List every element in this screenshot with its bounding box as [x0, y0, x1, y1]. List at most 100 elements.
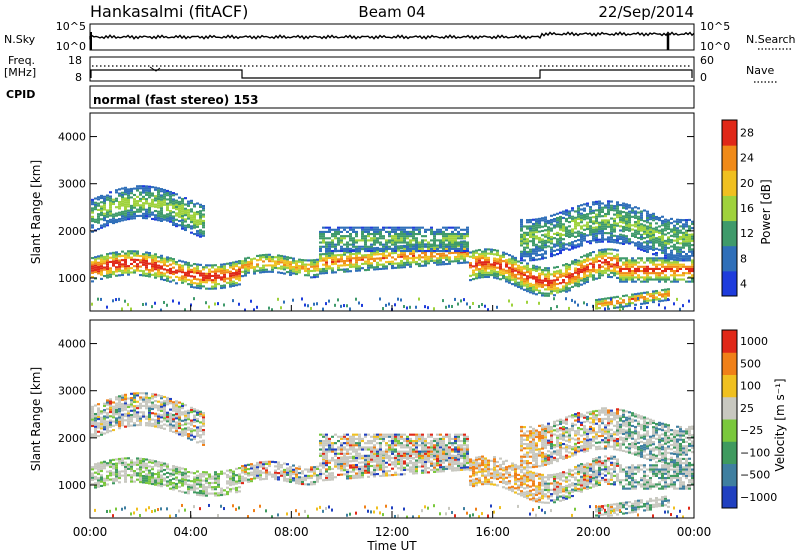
- range-cell: [163, 195, 166, 198]
- range-cell: [181, 432, 184, 435]
- range-cell: [130, 187, 133, 191]
- range-cell: [94, 434, 97, 437]
- range-cell: [649, 295, 652, 298]
- range-cell: [361, 248, 364, 251]
- range-cell: [139, 187, 142, 190]
- range-cell: [322, 448, 325, 451]
- range-cell: [382, 263, 385, 266]
- range-cell: [451, 251, 454, 255]
- range-cell: [199, 280, 202, 283]
- range-cell: [574, 227, 577, 230]
- range-cell: [310, 468, 313, 471]
- range-cell: [172, 217, 175, 220]
- range-cell: [664, 250, 667, 253]
- range-cell: [196, 263, 199, 266]
- range-cell: [337, 465, 340, 468]
- range-cell: [613, 241, 616, 244]
- range-cell: [604, 301, 607, 304]
- range-cell: [598, 298, 601, 301]
- range-cell: [187, 204, 190, 207]
- range-cell: [634, 295, 637, 298]
- range-cell: [673, 248, 676, 251]
- range-cell: [94, 262, 97, 265]
- range-cell: [91, 410, 94, 413]
- range-cell: [100, 463, 103, 466]
- range-cell: [571, 279, 574, 282]
- range-cell: [145, 200, 148, 203]
- range-cell: [115, 261, 118, 265]
- range-cell: [445, 239, 448, 242]
- range-cell: [544, 239, 547, 242]
- range-cell: [415, 249, 418, 253]
- range-cell: [127, 457, 130, 460]
- range-cell: [202, 221, 205, 225]
- range-cell: [202, 234, 205, 237]
- noise-cell: [100, 297, 102, 301]
- range-cell: [394, 262, 397, 265]
- range-cell: [115, 421, 118, 424]
- range-cell: [127, 467, 130, 470]
- range-cell: [463, 248, 466, 251]
- range-cell: [91, 207, 94, 210]
- range-cell: [127, 250, 130, 253]
- range-cell: [346, 249, 349, 253]
- range-cell: [289, 265, 292, 268]
- range-cell: [550, 273, 553, 276]
- range-cell: [364, 235, 367, 238]
- range-cell: [205, 279, 208, 282]
- range-cell: [388, 254, 391, 257]
- range-cell: [277, 461, 280, 464]
- range-cell: [229, 272, 232, 275]
- range-cell: [523, 282, 526, 285]
- range-cell: [169, 419, 172, 422]
- range-cell: [265, 467, 268, 470]
- range-cell: [457, 245, 460, 248]
- range-cell: [166, 260, 169, 263]
- range-cell: [505, 280, 508, 283]
- range-cell: [673, 274, 676, 277]
- range-cell: [133, 424, 136, 427]
- range-cell: [562, 289, 565, 292]
- range-cell: [172, 221, 175, 224]
- range-cell: [661, 299, 664, 302]
- range-cell: [574, 282, 577, 285]
- range-cell: [109, 463, 112, 466]
- range-cell: [289, 470, 292, 473]
- range-cell: [490, 263, 493, 266]
- range-cell: [130, 413, 133, 417]
- range-cell: [421, 235, 424, 238]
- range-cell: [556, 248, 559, 251]
- range-cell: [112, 482, 115, 485]
- range-cell: [454, 258, 457, 261]
- range-cell: [691, 227, 694, 230]
- range-cell: [526, 240, 529, 243]
- range-cell: [655, 222, 658, 225]
- range-cell: [445, 254, 448, 257]
- range-cell: [379, 247, 382, 250]
- range-cell: [121, 398, 124, 401]
- range-cell: [232, 483, 235, 486]
- range-cell: [256, 269, 259, 272]
- range-cell: [460, 247, 463, 250]
- range-cell: [292, 470, 295, 473]
- range-cell: [637, 236, 640, 240]
- range-cell: [433, 251, 436, 254]
- range-cell: [184, 280, 187, 283]
- range-cell: [628, 272, 631, 275]
- range-cell: [265, 473, 268, 476]
- range-cell: [565, 288, 568, 291]
- noise-cell: [268, 306, 270, 310]
- range-cell: [106, 253, 109, 256]
- range-cell: [547, 294, 550, 297]
- range-cell: [121, 422, 124, 425]
- range-cell: [169, 423, 172, 426]
- range-cell: [163, 423, 166, 426]
- range-cell: [517, 283, 520, 286]
- range-cell: [106, 198, 109, 201]
- range-cell: [628, 214, 631, 217]
- range-cell: [370, 262, 373, 265]
- range-cell: [196, 417, 199, 421]
- range-cell: [115, 270, 118, 273]
- range-cell: [151, 273, 154, 276]
- range-cell: [445, 245, 448, 248]
